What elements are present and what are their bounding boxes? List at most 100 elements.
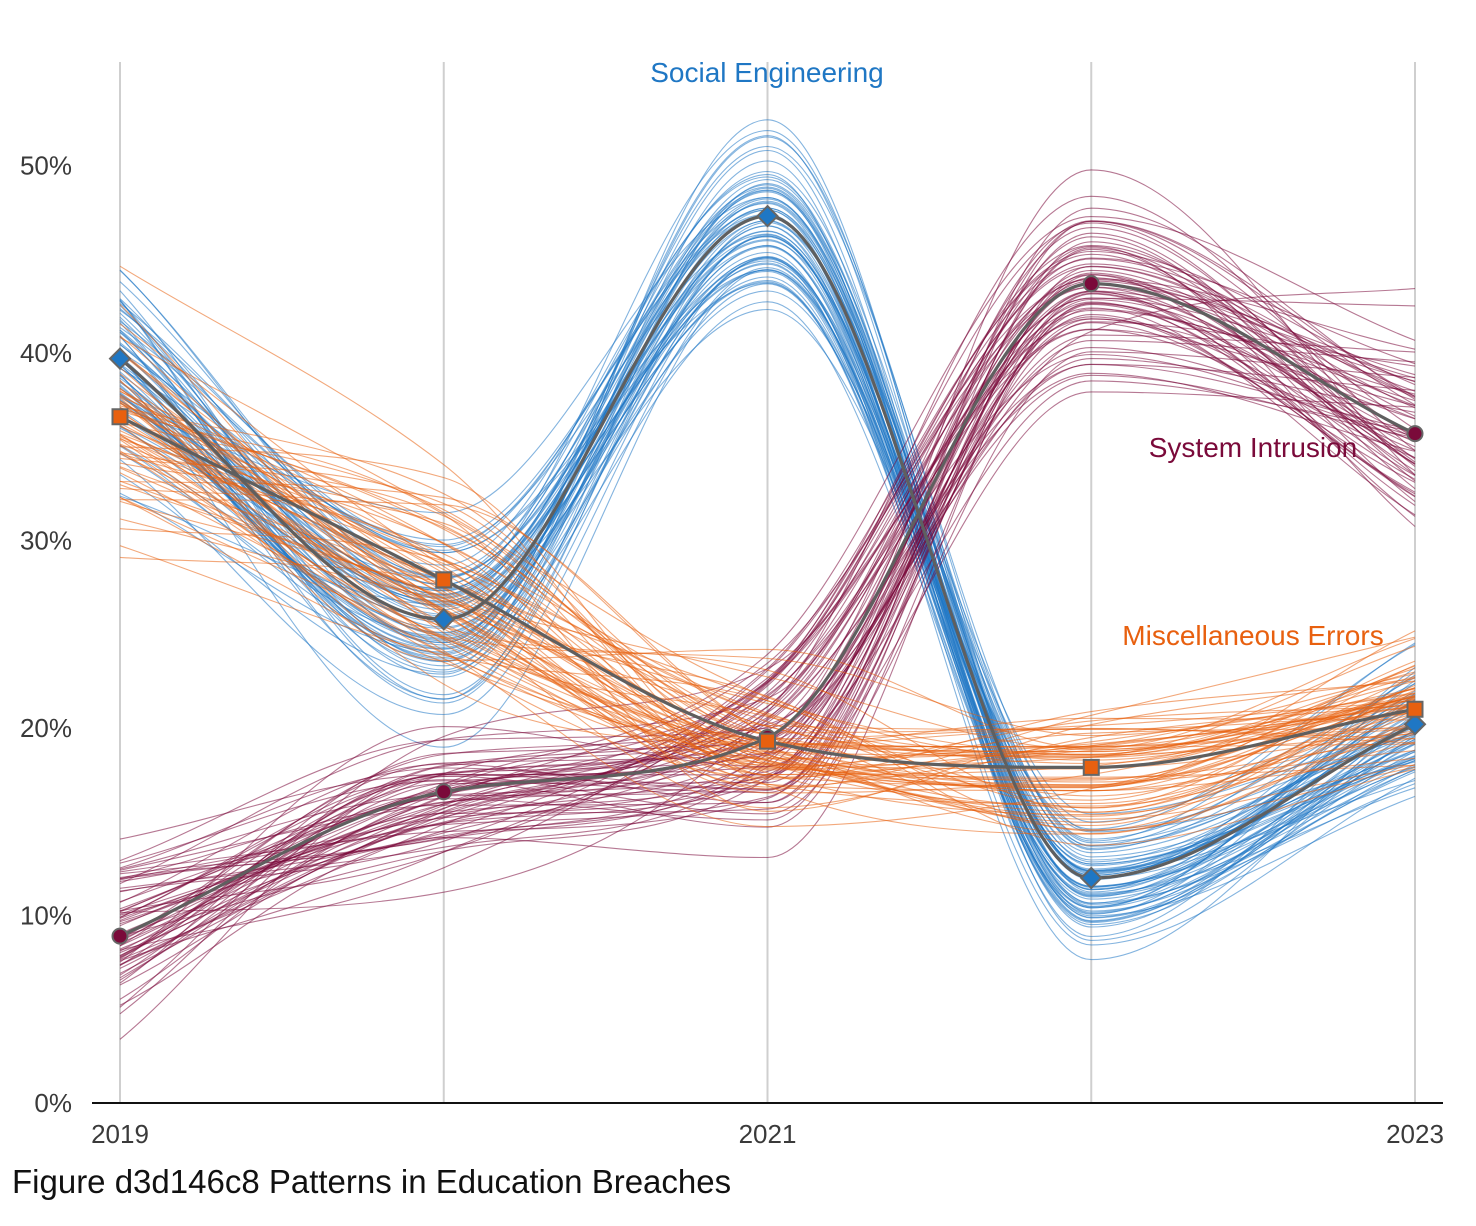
marker-point xyxy=(1082,758,1100,776)
ensemble-line xyxy=(119,487,1416,776)
x-tick-label: 2021 xyxy=(739,1119,797,1149)
series-line-1 xyxy=(119,281,1416,938)
ensemble-line xyxy=(119,265,1416,769)
ensemble-line xyxy=(119,457,1416,786)
y-tick-label: 40% xyxy=(20,338,72,368)
series-label: Social Engineering xyxy=(650,57,884,88)
marker-point xyxy=(756,204,779,228)
marker-point xyxy=(432,607,456,631)
ensemble-line xyxy=(119,303,1416,864)
x-tick-label: 2019 xyxy=(91,1119,149,1149)
series-label: Miscellaneous Errors xyxy=(1122,620,1383,651)
series-labels: Social Engineering System Intrusion Miscel… xyxy=(650,57,1383,651)
marker-point xyxy=(435,783,453,801)
marker-point xyxy=(435,571,453,589)
ensemble-line xyxy=(119,169,1416,938)
ensemble-line xyxy=(119,187,1416,904)
ensemble-line xyxy=(119,395,1416,820)
ensemble-line xyxy=(119,220,1416,909)
ensemble-line xyxy=(119,190,1416,851)
marker-point xyxy=(1406,700,1424,718)
ensemble-line xyxy=(119,269,1416,1015)
ensemble-line xyxy=(119,414,1416,816)
ensemble-line xyxy=(119,232,1416,960)
ensemble-line xyxy=(119,322,1416,967)
ensemble-line xyxy=(119,367,1416,748)
ensemble-line xyxy=(119,545,1416,846)
ensemble-line xyxy=(119,297,1416,956)
ensemble-line xyxy=(119,407,1416,835)
ensemble-line xyxy=(119,256,1416,900)
ensemble-line xyxy=(119,309,1416,966)
ensemble-line xyxy=(119,437,1416,813)
ensemble-line xyxy=(119,235,1416,888)
y-tick-label: 0% xyxy=(34,1088,72,1118)
ensemble-line xyxy=(119,222,1416,961)
marker-point xyxy=(111,927,129,945)
ensemble-line xyxy=(119,434,1416,780)
ensemble-line xyxy=(119,406,1416,755)
y-tick-label: 50% xyxy=(20,151,72,181)
ensemble-line xyxy=(119,410,1416,812)
marker-point xyxy=(1082,275,1100,293)
ensemble-line xyxy=(119,363,1416,893)
y-tick-label: 30% xyxy=(20,526,72,556)
ensemble-line xyxy=(119,216,1416,903)
marker-point xyxy=(1406,425,1424,443)
ensemble-line xyxy=(119,257,1416,905)
ensemble-line xyxy=(119,405,1416,731)
ensemble-line xyxy=(119,234,1416,876)
ensemble-line xyxy=(119,207,1416,958)
axes: 0% 10% 20% 30% 40% 50% 2019 2021 2023 xyxy=(20,151,1444,1150)
ensemble-line xyxy=(119,318,1416,919)
ensemble-line xyxy=(119,373,1416,831)
ensemble-line xyxy=(119,397,1416,750)
ensemble-line xyxy=(119,195,1416,914)
ensemble-line xyxy=(119,424,1416,828)
ensemble-line xyxy=(119,135,1416,891)
ensemble-line xyxy=(119,200,1416,858)
ensemble-line xyxy=(119,280,1416,934)
ensemble-line xyxy=(119,183,1416,844)
ensemble-line xyxy=(119,278,1416,951)
ensemble-line xyxy=(119,250,1416,912)
ensemble-line xyxy=(119,352,1416,809)
ensemble-line xyxy=(119,467,1416,792)
marker-point xyxy=(111,408,129,426)
marker-point xyxy=(759,732,776,750)
ensemble-line xyxy=(119,225,1416,926)
y-tick-label: 20% xyxy=(20,713,72,743)
ensemble-line xyxy=(119,439,1416,778)
ensemble-line xyxy=(119,288,1416,947)
ensemble-line xyxy=(119,443,1416,801)
ensemble-line xyxy=(119,293,1416,1006)
ensemble-line xyxy=(119,400,1416,794)
ensemble-line xyxy=(119,419,1416,759)
ensemble-line xyxy=(119,496,1416,817)
ensemble-line xyxy=(119,197,1416,922)
ensemble-line xyxy=(119,353,1416,947)
ensemble-line xyxy=(119,307,1416,1008)
ensemble-line xyxy=(119,227,1416,885)
series-markers xyxy=(108,204,1427,945)
marker-point xyxy=(1403,712,1427,736)
chart: 0% 10% 20% 30% 40% 50% 2019 2021 2023 Social Eng… xyxy=(20,57,1444,1150)
marker-point xyxy=(1079,866,1103,890)
uncertainty-ensembles xyxy=(119,119,1416,1040)
ensemble-line xyxy=(119,351,1416,918)
ensemble-2 xyxy=(119,265,1416,846)
series-label: System Intrusion xyxy=(1149,432,1358,463)
figure-caption: Figure d3d146c8 Patterns in Education Br… xyxy=(12,1163,732,1200)
ensemble-line xyxy=(119,301,1416,909)
ensemble-line xyxy=(119,251,1416,946)
ensemble-line xyxy=(119,262,1416,913)
ensemble-line xyxy=(119,179,1416,872)
ensemble-line xyxy=(119,379,1416,827)
x-tick-label: 2023 xyxy=(1386,1119,1444,1149)
marker-point xyxy=(108,347,132,371)
ensemble-line xyxy=(119,472,1416,771)
ensemble-line xyxy=(119,381,1416,756)
ensemble-line xyxy=(119,391,1416,770)
ensemble-line xyxy=(119,388,1416,780)
ensemble-line xyxy=(119,186,1416,875)
